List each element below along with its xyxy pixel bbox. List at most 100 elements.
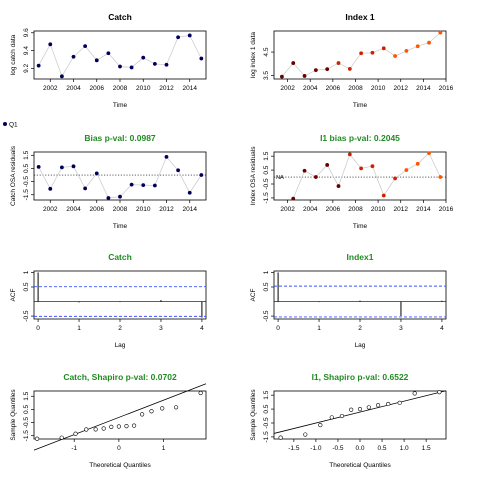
catch-series-title: Catch <box>108 12 132 22</box>
index-residuals-xtick-label: 2004 <box>303 206 318 213</box>
catch-qq-qq-point <box>160 406 165 411</box>
catch-series-point <box>59 74 64 79</box>
catch-qq-qq-point <box>124 424 129 429</box>
index-series-point <box>336 61 341 65</box>
index-qq-xtick-label: -1.5 <box>288 445 300 452</box>
catch-residuals-point <box>36 164 41 169</box>
catch-acf-xlabel: Lag <box>115 342 126 349</box>
index-acf-title: Index1 <box>347 252 374 262</box>
catch-qq-title: Catch, Shapiro p-val: 0.0702 <box>63 372 177 382</box>
catch-acf-xtick-label: 2 <box>118 325 122 332</box>
catch-series-point <box>152 61 157 66</box>
index-residuals-point <box>336 184 341 188</box>
index-qq-xtick-label: 1.5 <box>422 445 431 452</box>
catch-qq-qq-point <box>149 409 154 414</box>
index-residuals-point <box>291 196 296 201</box>
index-acf-xtick-label: 4 <box>440 325 444 332</box>
index-residuals-xlabel: Time <box>353 223 368 230</box>
catch-residuals-point <box>129 182 134 187</box>
catch-series-panel: Catch 2002 2004 2006 2008 2010 2012 2014 9.2 9.4 9… <box>10 12 207 109</box>
index-qq-qq-point <box>303 432 308 437</box>
catch-qq-ytick-label: 1.5 <box>23 391 30 400</box>
catch-series-point <box>48 42 53 47</box>
catch-acf-title: Catch <box>108 252 132 262</box>
catch-qq-qq-point <box>73 431 78 436</box>
catch-acf-ytick-label: 1 <box>23 270 30 274</box>
index-acf-xlabel: Lag <box>355 342 366 349</box>
catch-residuals-ytick-label: 1.5 <box>23 150 30 159</box>
index-qq-qq-point <box>339 413 345 419</box>
catch-residuals-xtick-label: 2004 <box>66 206 81 213</box>
legend-label: Q1 <box>9 122 18 129</box>
catch-series-point <box>129 65 134 70</box>
catch-qq-qq-point <box>140 412 145 417</box>
index-qq-ytick-label: -0.5 <box>263 417 270 429</box>
index-residuals-ytick-label: -1.5 <box>263 192 270 204</box>
index-series-point <box>313 68 318 73</box>
catch-acf-frame <box>33 270 207 320</box>
catch-qq-qq-line <box>33 383 207 451</box>
catch-residuals-xlabel: Time <box>113 223 128 230</box>
index-series-xtick-label: 2016 <box>439 85 454 92</box>
index-series-point <box>427 40 431 45</box>
index-residuals-ytick-label: 1.5 <box>263 151 270 160</box>
catch-series-xtick-label: 2002 <box>43 85 58 92</box>
catch-series-ylabel: log catch data <box>10 34 17 75</box>
catch-qq-qq-point <box>84 427 89 432</box>
catch-series-point <box>176 35 181 40</box>
index-residuals-point <box>370 164 375 169</box>
index-qq-xtick-label: 0.0 <box>355 445 364 452</box>
index-series-xtick-label: 2004 <box>303 85 318 92</box>
index-series-ytick-label: 4.5 <box>263 47 270 56</box>
index-residuals-point <box>359 166 364 171</box>
catch-residuals-point <box>94 171 99 176</box>
index-qq-qq-line <box>273 390 447 434</box>
index-qq-qq-point <box>349 407 354 412</box>
index-qq-frame <box>273 390 447 440</box>
index-series-xtick-label: 2002 <box>280 85 295 92</box>
index-residuals-point <box>313 175 318 179</box>
catch-residuals-ytick-label: 0.5 <box>23 164 30 173</box>
catch-residuals-point <box>152 183 157 188</box>
index-residuals-ytick-label: -0.5 <box>263 178 270 190</box>
catch-residuals-frame <box>33 151 207 201</box>
index-qq-ylabel: Sample Quantiles <box>250 389 257 441</box>
catch-series-point <box>94 58 99 63</box>
index-residuals-point <box>427 151 431 156</box>
index-series-frame <box>273 30 447 80</box>
catch-series-series-line <box>38 35 202 78</box>
index-series-point <box>438 30 443 35</box>
catch-series-point <box>199 56 204 61</box>
catch-qq-xlabel: Theoretical Quantiles <box>89 462 151 469</box>
index-qq-title: I1, Shapiro p-val: 0.6522 <box>312 372 409 382</box>
index-residuals-point <box>438 175 443 179</box>
catch-qq-panel: Catch, Shapiro p-val: 0.0702 -1 0 1 -1.5-0.5… <box>10 372 207 469</box>
catch-residuals-point <box>59 165 64 170</box>
index-series-point <box>347 67 352 71</box>
catch-residuals-point <box>71 164 76 169</box>
index-series-legend: Q1 <box>3 122 18 129</box>
index-acf-frame <box>273 270 447 320</box>
index-series-point <box>280 74 284 79</box>
index-qq-xtick-label: -0.5 <box>332 445 344 452</box>
catch-series-point <box>106 51 111 56</box>
index-qq-qq-point <box>329 415 334 420</box>
index-residuals-xtick-label: 2006 <box>326 206 341 213</box>
catch-residuals-xtick-label: 2006 <box>90 206 105 213</box>
index-series-xtick-label: 2012 <box>394 85 409 92</box>
catch-residuals-ytick-label: -1.5 <box>23 189 30 201</box>
catch-qq-qq-point <box>109 424 114 430</box>
index-qq-xlabel: Theoretical Quantiles <box>329 462 391 469</box>
index-series-xlabel: Time <box>353 102 368 109</box>
catch-qq-ytick-label: -1.5 <box>23 430 30 442</box>
index-series-point <box>302 74 307 78</box>
catch-residuals-panel: Bias p-val: 0.0987 2002 2004 2006 2008 2010 20… <box>10 133 207 230</box>
catch-qq-qq-point <box>59 435 64 440</box>
catch-qq-xtick-label: -1 <box>71 445 77 452</box>
catch-qq-qq-point <box>101 426 106 431</box>
index-residuals-na-label: NA <box>276 175 284 181</box>
index-qq-qq-point <box>412 391 417 396</box>
index-residuals-xtick-label: 2014 <box>416 206 431 213</box>
index-series-xtick-label: 2006 <box>326 85 341 92</box>
catch-qq-qq-point <box>173 405 179 410</box>
